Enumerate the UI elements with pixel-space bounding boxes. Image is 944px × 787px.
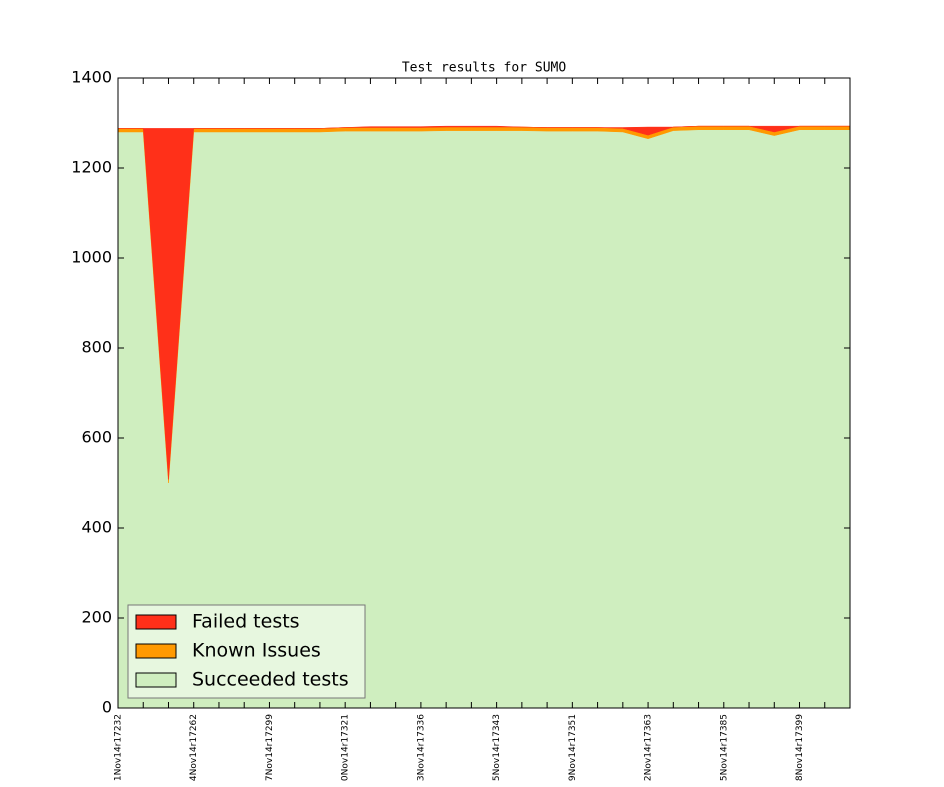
y-tick-label: 1200 (71, 158, 112, 177)
y-tick-label: 1400 (71, 68, 112, 87)
x-tick-label: 5Nov14r17343 (492, 714, 502, 781)
x-tick-label: 7Nov14r17299 (265, 714, 275, 781)
x-tick-label: 9Nov14r17351 (568, 714, 578, 781)
legend-swatch (135, 672, 177, 688)
x-tick-label: 1Nov14r17232 (114, 714, 124, 781)
y-tick-label: 400 (81, 518, 112, 537)
y-tick-label: 1000 (71, 248, 112, 267)
plot-frame (117, 77, 851, 709)
chart-title: Test results for SUMO (402, 61, 567, 76)
x-tick-label: 4Nov14r17262 (189, 714, 199, 781)
area (118, 125, 850, 480)
legend-label: Known Issues (192, 640, 321, 662)
x-tick-label: 3Nov14r17336 (416, 714, 426, 781)
legend-label: Failed tests (192, 611, 300, 633)
y-tick-label: 0 (102, 698, 112, 717)
x-tick-label: 5Nov14r17385 (719, 714, 729, 781)
x-tick-label: 0Nov14r17321 (341, 714, 351, 781)
legend-swatch (135, 643, 177, 659)
y-tick-label: 600 (81, 428, 112, 447)
legend-swatch (135, 614, 177, 630)
x-tick-label: 8Nov14r17399 (795, 714, 805, 781)
y-tick-label: 200 (81, 608, 112, 627)
y-tick-label: 800 (81, 338, 112, 357)
legend-label: Succeeded tests (192, 669, 349, 691)
x-tick-label: 2Nov14r17363 (644, 714, 654, 781)
